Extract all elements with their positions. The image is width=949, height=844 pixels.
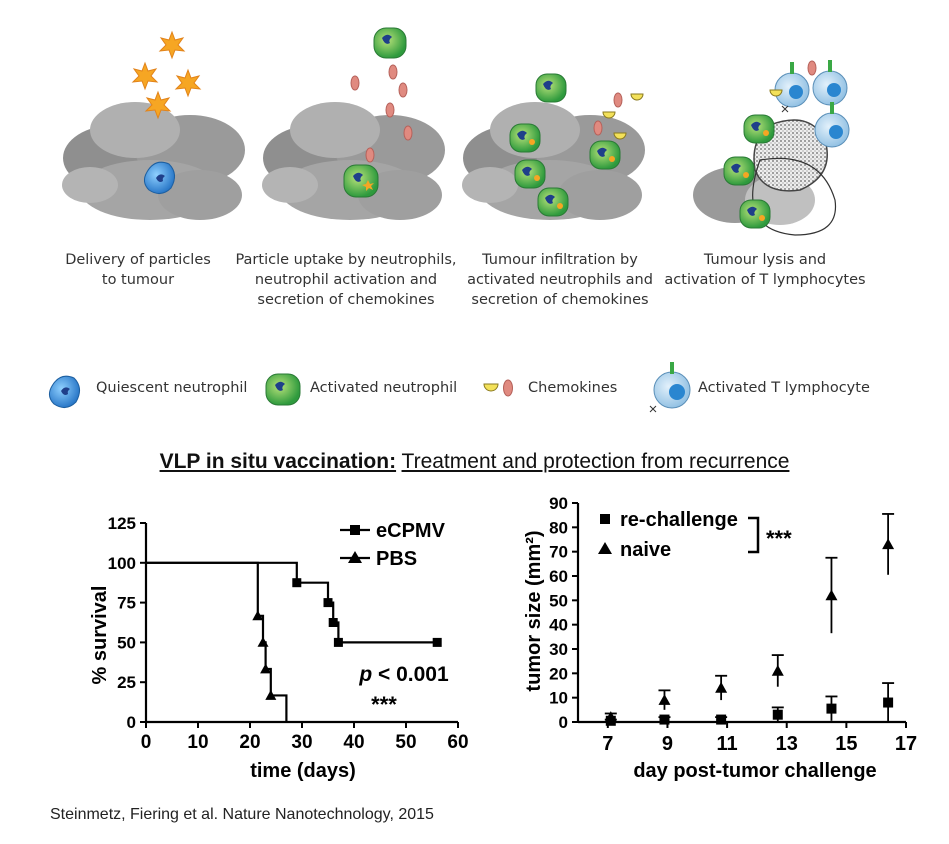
ts-x-axis-label: day post-tumor challenge [633, 760, 876, 782]
ts-legend: re-challenge naive *** [598, 509, 792, 561]
ts-stars: *** [766, 526, 792, 551]
km-x-axis-label: time (days) [250, 760, 356, 782]
km-marker-ecpmv [328, 618, 338, 627]
legend-t-lymphocyte-icon [649, 362, 691, 413]
ts-y-tick-label: 70 [549, 543, 568, 562]
activated-neutrophil-icon [343, 164, 379, 198]
ts-marker-re-challenge [659, 714, 670, 725]
km-y-tick-label: 25 [117, 673, 136, 692]
km-stars: *** [371, 692, 397, 717]
km-y-tick-label: 75 [117, 594, 136, 613]
ts-x-tick-label: 15 [835, 733, 857, 755]
chemokine-icons [593, 92, 644, 140]
mechanism-illustration [48, 27, 850, 413]
km-line-pbs [146, 561, 288, 722]
panel-3-caption: Tumour infiltration by activated neutroph… [467, 252, 653, 308]
panel-4-caption: Tumour lysis and activation of T lymphocy… [664, 252, 866, 288]
km-marker-pbs [257, 636, 269, 647]
ts-marker-naive [604, 711, 617, 722]
panel-1-caption: Delivery of particles to tumour [65, 252, 211, 288]
km-marker-ecpmv [333, 637, 343, 647]
ts-marker-naive [771, 664, 784, 676]
ts-x-tick-label: 7 [602, 733, 613, 755]
chemokine-icons [350, 64, 413, 163]
ts-marker-naive [658, 694, 671, 705]
km-x-tick-label: 60 [447, 732, 468, 753]
legend-quiescent-label: Quiescent neutrophil [96, 380, 248, 396]
km-legend-ecpmv: eCPMV [376, 520, 446, 542]
ts-y-tick-label: 50 [549, 591, 568, 610]
ts-marker-re-challenge [883, 697, 894, 708]
quiescent-neutrophil-icon [143, 161, 175, 194]
km-marker-ecpmv [323, 598, 333, 608]
ts-legend-naive: naive [620, 539, 671, 561]
ts-marker-naive [715, 681, 728, 693]
km-legend-pbs: PBS [376, 548, 417, 570]
km-marker-ecpmv [292, 578, 302, 588]
km-x-tick-label: 30 [291, 732, 312, 753]
km-marker-pbs [252, 610, 264, 621]
ts-x-tick-label: 13 [776, 733, 798, 755]
km-y-tick-label: 100 [108, 554, 136, 573]
km-marker-ecpmv [432, 637, 442, 647]
ts-x-tick-label: 17 [895, 733, 917, 755]
km-y-tick-label: 50 [117, 633, 136, 652]
section-title-bold: VLP in situ vaccination: [159, 450, 397, 473]
km-legend: eCPMV PBS [340, 520, 446, 570]
ts-y-tick-label: 10 [549, 689, 568, 708]
km-line-ecpmv [146, 561, 438, 644]
legend-activated-label: Activated neutrophil [310, 380, 458, 396]
ts-y-tick-label: 30 [549, 640, 568, 659]
km-pvalue: p < 0.001 [358, 663, 449, 686]
ts-marker-naive [882, 538, 895, 550]
km-y-axis-label: % survival [89, 586, 111, 685]
panel-2-caption: Particle uptake by neutrophils, neutrophi… [235, 252, 457, 308]
ts-marker-re-challenge [772, 709, 783, 720]
km-x-tick-label: 40 [343, 732, 364, 753]
ts-x-tick-label: 9 [662, 733, 673, 755]
legend-activated-neutrophil-icon [265, 373, 301, 406]
activated-neutrophil-icon [373, 27, 407, 59]
km-x-tick-label: 10 [187, 732, 208, 753]
legend-chemokine-icon [483, 379, 513, 397]
km-y-tick-label: 0 [127, 713, 136, 732]
km-y-tick-label: 125 [108, 514, 136, 533]
ts-marker-re-challenge [716, 714, 727, 725]
citation: Steinmetz, Fiering et al. Nature Nanotec… [50, 806, 434, 823]
ts-legend-rechallenge: re-challenge [620, 509, 738, 531]
ts-y-tick-label: 90 [549, 494, 568, 513]
km-x-tick-label: 20 [239, 732, 260, 753]
legend-tcell-label: Activated T lymphocyte [698, 380, 870, 396]
ts-marker-naive [825, 589, 838, 601]
section-title: VLP in situ vaccination: Treatment and p… [0, 450, 949, 474]
legend-quiescent-neutrophil-icon [48, 375, 80, 408]
ts-x-tick-label: 11 [717, 733, 738, 755]
ts-marker-re-challenge [605, 715, 616, 726]
ts-y-tick-label: 0 [559, 713, 568, 732]
section-title-plain: Treatment and protection from recurrence [401, 450, 790, 473]
ts-y-tick-label: 40 [549, 616, 568, 635]
nanoparticle-star-icons [131, 30, 202, 120]
km-marker-pbs [265, 689, 277, 700]
legend-chemokines-label: Chemokines [528, 380, 618, 396]
tumour-panel-2 [262, 102, 445, 220]
ts-y-axis-label: tumor size (mm²) [523, 530, 545, 691]
ts-y-tick-label: 20 [549, 664, 568, 683]
km-x-tick-label: 0 [141, 732, 152, 753]
ts-marker-re-challenge [826, 703, 837, 714]
activated-neutrophil-group [723, 114, 775, 229]
km-x-tick-label: 50 [395, 732, 416, 753]
ts-y-tick-label: 80 [549, 518, 568, 537]
tumour-panel-1 [62, 102, 245, 220]
activated-neutrophil-group [509, 73, 621, 217]
t-lymphocyte-icons [769, 60, 850, 148]
km-marker-pbs [260, 663, 272, 674]
ts-y-tick-label: 60 [549, 567, 568, 586]
